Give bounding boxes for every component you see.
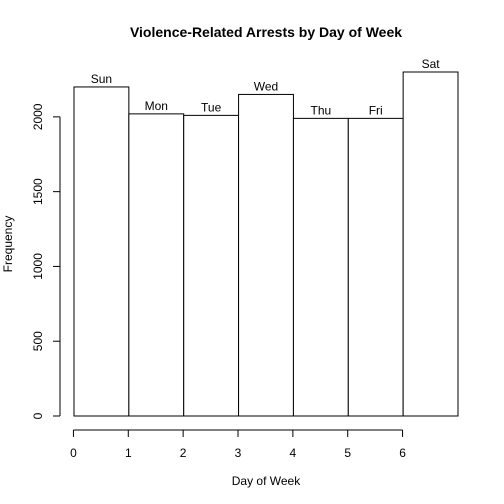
chart-title: Violence-Related Arrests by Day of Week <box>130 24 402 40</box>
bar-label-mon: Mon <box>145 99 168 113</box>
x-tick-label-3: 3 <box>235 446 242 460</box>
bar-thu <box>292 117 349 417</box>
y-axis: 0 500 1000 1500 2000 <box>31 103 61 419</box>
x-tick-label-2: 2 <box>180 446 187 460</box>
bar-label-sat: Sat <box>422 57 441 71</box>
bars-layer <box>73 71 459 417</box>
y-tick-label-0: 0 <box>31 412 45 419</box>
bar-labels-layer: Sun Mon Tue Wed Thu Fri Sat <box>91 57 440 117</box>
y-tick-label-1500: 1500 <box>31 178 45 205</box>
x-tick-label-0: 0 <box>70 446 77 460</box>
bar-sat <box>402 71 459 417</box>
x-tick-label-1: 1 <box>125 446 132 460</box>
bar-label-wed: Wed <box>254 79 278 93</box>
bar-fri <box>347 117 404 417</box>
bar-label-thu: Thu <box>311 103 332 117</box>
x-tick-label-4: 4 <box>290 446 297 460</box>
x-tick-label-6: 6 <box>399 446 406 460</box>
bar-label-fri: Fri <box>369 103 383 117</box>
bar-sun <box>73 86 130 417</box>
y-tick-label-500: 500 <box>31 331 45 351</box>
y-axis-label: Frequency <box>1 216 15 273</box>
bar-label-tue: Tue <box>201 100 222 114</box>
y-tick-label-2000: 2000 <box>31 103 45 130</box>
bar-wed <box>238 93 294 417</box>
bar-label-sun: Sun <box>91 72 112 86</box>
bar-tue <box>183 114 240 417</box>
y-tick-label-1000: 1000 <box>31 253 45 280</box>
x-tick-label-5: 5 <box>344 446 351 460</box>
x-axis-label: Day of Week <box>232 474 301 488</box>
x-axis: 0 1 2 3 4 5 6 <box>70 429 406 460</box>
bar-mon <box>128 113 185 417</box>
